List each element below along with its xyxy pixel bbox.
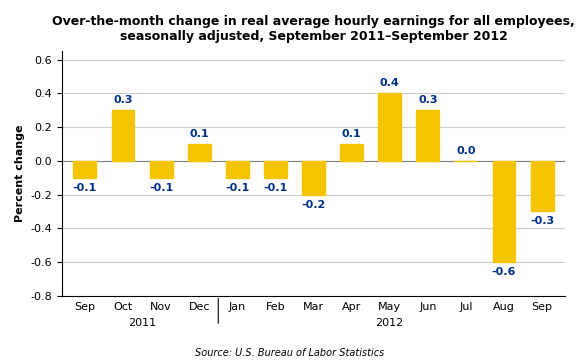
Bar	[302, 161, 325, 194]
Text: 0.3: 0.3	[418, 95, 437, 105]
Text: Sep: Sep	[532, 302, 553, 312]
Text: 0.1: 0.1	[190, 129, 209, 139]
Text: -0.2: -0.2	[302, 199, 325, 210]
Bar	[226, 161, 249, 177]
Text: Source: U.S. Bureau of Labor Statistics: Source: U.S. Bureau of Labor Statistics	[195, 348, 385, 359]
Bar	[416, 110, 439, 161]
Bar	[340, 144, 363, 161]
Text: Mar: Mar	[303, 302, 324, 312]
Text: 0.3: 0.3	[113, 95, 133, 105]
Text: -0.3: -0.3	[530, 216, 554, 226]
Text: Sep: Sep	[74, 302, 95, 312]
Text: Nov: Nov	[150, 302, 172, 312]
Text: Dec: Dec	[188, 302, 210, 312]
Text: 2012: 2012	[376, 318, 404, 328]
Text: Oct: Oct	[113, 302, 133, 312]
Text: -0.1: -0.1	[225, 183, 249, 193]
Text: Jul: Jul	[459, 302, 473, 312]
Text: 0.4: 0.4	[380, 78, 400, 88]
Text: 0.1: 0.1	[342, 129, 361, 139]
Text: 2011: 2011	[128, 318, 156, 328]
Y-axis label: Percent change: Percent change	[15, 125, 25, 222]
Text: Jun: Jun	[419, 302, 437, 312]
Text: May: May	[378, 302, 401, 312]
Text: Feb: Feb	[266, 302, 285, 312]
Text: -0.6: -0.6	[492, 267, 516, 277]
Text: 0.0: 0.0	[456, 146, 476, 156]
Text: Jan: Jan	[229, 302, 246, 312]
Bar	[531, 161, 553, 211]
Title: Over-the-month change in real average hourly earnings for all employees,
seasona: Over-the-month change in real average ho…	[52, 15, 575, 43]
Bar	[492, 161, 516, 262]
Bar	[74, 161, 96, 177]
Text: -0.1: -0.1	[149, 183, 173, 193]
Text: Aug: Aug	[493, 302, 515, 312]
Bar	[378, 93, 401, 161]
Bar	[264, 161, 287, 177]
Bar	[111, 110, 135, 161]
Text: -0.1: -0.1	[72, 183, 97, 193]
Bar	[188, 144, 211, 161]
Text: -0.1: -0.1	[263, 183, 288, 193]
Bar	[150, 161, 172, 177]
Text: Apr: Apr	[342, 302, 361, 312]
